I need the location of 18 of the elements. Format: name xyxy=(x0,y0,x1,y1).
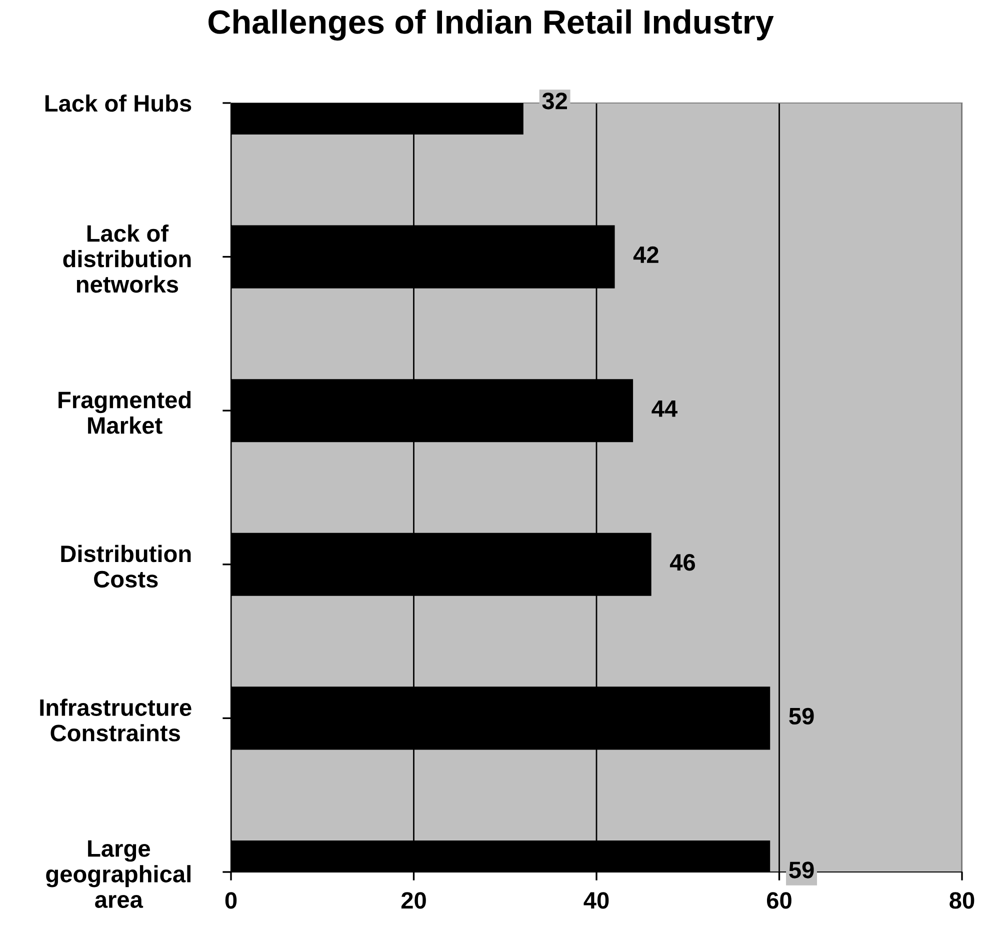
x-tick-label: 0 xyxy=(225,892,237,909)
data-label: 46 xyxy=(670,554,696,571)
data-label: 42 xyxy=(633,246,658,263)
data-label: 32 xyxy=(542,92,567,110)
data-label: 59 xyxy=(789,708,814,725)
x-tick-label: 20 xyxy=(401,892,426,909)
y-tick-label: Large geographical area xyxy=(46,840,190,908)
y-tick-label: Infrastructure Constraints xyxy=(40,698,192,742)
y-tick-label: Lack of distribution networks xyxy=(63,224,191,293)
x-tick-label: 60 xyxy=(766,892,792,909)
data-label: 59 xyxy=(789,862,814,878)
x-tick-label: 40 xyxy=(584,892,609,909)
chart-title: Challenges of Indian Retail Industry xyxy=(208,9,774,41)
y-tick-label: Lack of Hubs xyxy=(45,94,192,112)
x-tick-label: 80 xyxy=(950,892,974,909)
y-tick-label: Fragmented Market xyxy=(58,390,191,434)
y-tick-label: Distribution Costs xyxy=(61,544,191,588)
data-label: 44 xyxy=(652,400,678,417)
